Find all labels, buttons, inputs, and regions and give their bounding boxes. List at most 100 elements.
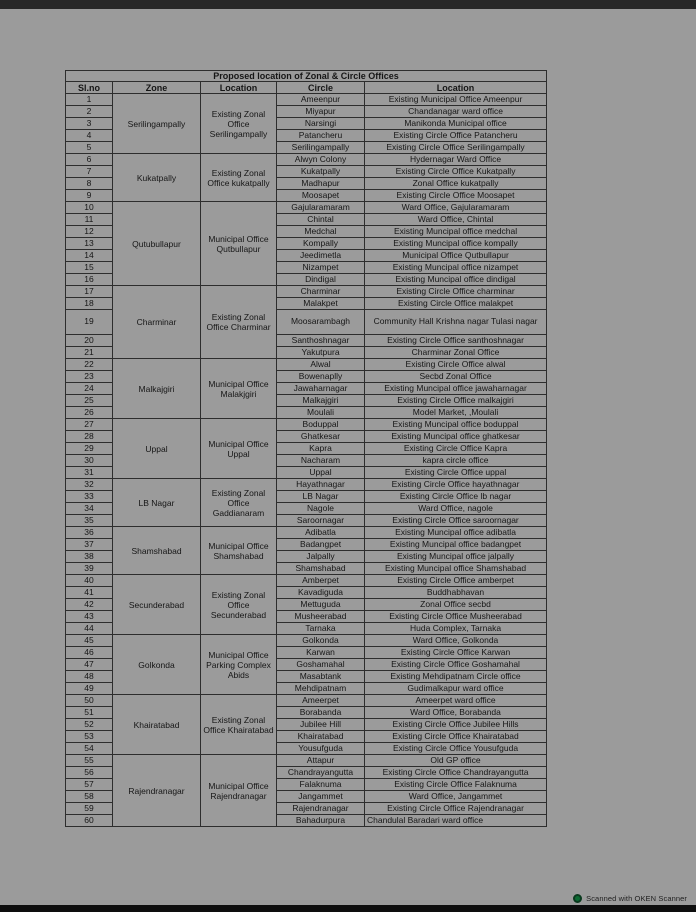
- table-row: 22 Malkajgiri Municipal Office Malakjgiri A…: [65, 358, 548, 420]
- sl-cell: 43: [65, 610, 113, 624]
- circle-location-cell: Existing Circle Office Goshamahal: [363, 658, 548, 672]
- circle-cell: Narsingi: [276, 117, 365, 131]
- circle-location-cell: Existing Circle Office malkajgiri: [363, 394, 548, 408]
- circle-location-cell: Gudimalkapur ward office: [363, 682, 548, 696]
- circle-cell: Masabtank: [276, 670, 365, 684]
- circle-location-cell: Existing Circle Office Moosapet: [363, 189, 548, 203]
- table-row: 32 LB Nagar Existing Zonal Office Gaddiana…: [65, 478, 548, 528]
- circle-location-cell: Existing Muncipal office jawaharnagar: [363, 382, 548, 396]
- zone-location-cell: Municipal Office Rajendranagar: [200, 754, 277, 828]
- zone-location-cell: Existing Zonal Office Serilingampally: [200, 93, 277, 155]
- circle-cell: Alwal: [276, 358, 365, 372]
- circle-cell: Mehdipatnam: [276, 682, 365, 696]
- sl-cell: 32: [65, 478, 113, 492]
- circle-cell: Badangpet: [276, 538, 365, 552]
- table-row: 11 Chintal Ward Office, Chintal: [65, 213, 548, 227]
- circle-cell: Miyapur: [276, 105, 365, 119]
- circle-location-cell: Charminar Zonal Office: [363, 346, 548, 360]
- circle-cell: Hayathnagar: [276, 478, 365, 492]
- circle-location-cell: Existing Circle Office uppal: [363, 466, 548, 480]
- table-row: 47 Goshamahal Existing Circle Office Gosha…: [65, 658, 548, 672]
- circle-cell: Yousufguda: [276, 742, 365, 756]
- sl-cell: 4: [65, 129, 113, 143]
- zone-cell: Khairatabad: [112, 694, 201, 756]
- table-head: Proposed location of Zonal & Circle Offi…: [64, 69, 548, 95]
- circle-location-cell: Existing Circle Office Khairatabad: [363, 730, 548, 744]
- table-row: 50 Khairatabad Existing Zonal Office Khair…: [65, 694, 548, 756]
- sl-cell: 28: [65, 430, 113, 444]
- zone-cell: Golkonda: [112, 634, 201, 696]
- sl-cell: 26: [65, 406, 113, 420]
- circle-cell: Khairatabad: [276, 730, 365, 744]
- zone-location-cell: Existing Zonal Office Secunderabad: [200, 574, 277, 636]
- circle-location-cell: Existing Muncipal office Shamshabad: [363, 562, 548, 576]
- circle-location-cell: Existing Circle Office Yousufguda: [363, 742, 548, 756]
- sl-cell: 12: [65, 225, 113, 239]
- table-row: 48 Masabtank Existing Mehdipatnam Circle o…: [65, 670, 548, 684]
- circle-cell: Ameenpur: [276, 93, 365, 107]
- sl-cell: 41: [65, 586, 113, 600]
- circle-location-cell: Existing Circle Office santhoshnagar: [363, 334, 548, 348]
- circle-cell: Saroornagar: [276, 514, 365, 528]
- sl-cell: 5: [65, 141, 113, 155]
- table-row: 36 Shamshabad Municipal Office Shamshabad A…: [65, 526, 548, 576]
- circle-cell: Yakutpura: [276, 346, 365, 360]
- circle-cell: Patancheru: [276, 129, 365, 143]
- circle-cell: Kavadiguda: [276, 586, 365, 600]
- circle-cell: Kukatpally: [276, 165, 365, 179]
- sl-cell: 60: [65, 814, 113, 828]
- sl-cell: 44: [65, 622, 113, 636]
- circle-cell: Goshamahal: [276, 658, 365, 672]
- table-row: 59 Rajendranagar Existing Circle Office Ra…: [65, 802, 548, 816]
- circle-location-cell: Manikonda Municipal office: [363, 117, 548, 131]
- circle-location-cell: Existing Circle Office Patancheru: [363, 129, 548, 143]
- table-row: 31 Uppal Existing Circle Office uppal: [65, 466, 548, 480]
- circle-cell: Nacharam: [276, 454, 365, 468]
- circle-location-cell: Zonal Office secbd: [363, 598, 548, 612]
- circle-cell: Amberpet: [276, 574, 365, 588]
- column-header: Location: [200, 81, 277, 95]
- sl-cell: 56: [65, 766, 113, 780]
- sl-cell: 24: [65, 382, 113, 396]
- sl-cell: 36: [65, 526, 113, 540]
- circle-location-cell: Secbd Zonal Office: [363, 370, 548, 384]
- circle-location-cell: Community Hall Krishna nagar Tulasi naga…: [363, 309, 548, 336]
- circle-location-cell: Existing Muncipal office kompally: [363, 237, 548, 251]
- circle-location-cell: Existing Circle Office Jubilee Hills: [363, 718, 548, 732]
- sl-cell: 40: [65, 574, 113, 588]
- sl-cell: 46: [65, 646, 113, 660]
- circle-location-cell: Buddhabhavan: [363, 586, 548, 600]
- circle-location-cell: Existing Muncipal office boduppal: [363, 418, 548, 432]
- sl-cell: 54: [65, 742, 113, 756]
- circle-cell: Moosapet: [276, 189, 365, 203]
- circle-cell: Malakpet: [276, 297, 365, 311]
- circle-location-cell: Ward Office, Gajularamaram: [363, 201, 548, 215]
- circle-cell: Charminar: [276, 285, 365, 299]
- circle-location-cell: Existing Circle Office Karwan: [363, 646, 548, 660]
- sl-cell: 7: [65, 165, 113, 179]
- circle-location-cell: Existing Circle Office Musheerabad: [363, 610, 548, 624]
- circle-location-cell: Existing Muncipal office ghatkesar: [363, 430, 548, 444]
- zone-cell: LB Nagar: [112, 478, 201, 528]
- table-row: 60 Bahadurpura Chandulal Baradari ward off…: [65, 814, 548, 828]
- circle-location-cell: Model Market, ,Moulali: [363, 406, 548, 420]
- sl-cell: 23: [65, 370, 113, 384]
- circle-cell: Chandrayangutta: [276, 766, 365, 780]
- circle-location-cell: Existing Mehdipatnam Circle office: [363, 670, 548, 684]
- table-row: 14 Jeedimetla Municipal Office Qutbullapur: [65, 249, 548, 263]
- zone-cell: Secunderabad: [112, 574, 201, 636]
- circle-location-cell: Existing Muncipal office adibatla: [363, 526, 548, 540]
- sl-cell: 30: [65, 454, 113, 468]
- zone-location-cell: Municipal Office Qutbullapur: [200, 201, 277, 287]
- circle-location-cell: Existing Muncipal office medchal: [363, 225, 548, 239]
- sl-cell: 47: [65, 658, 113, 672]
- zone-location-cell: Existing Zonal Office Khairatabad: [200, 694, 277, 756]
- table-row: 45 Golkonda Municipal Office Parking Compl…: [65, 634, 548, 696]
- circle-location-cell: Ward Office, Chintal: [363, 213, 548, 227]
- sl-cell: 8: [65, 177, 113, 191]
- sl-cell: 14: [65, 249, 113, 263]
- table-row: 23 Bowenaplly Secbd Zonal Office: [65, 370, 548, 384]
- table-row: 1 Serilingampally Existing Zonal Office Se…: [65, 93, 548, 155]
- sl-cell: 21: [65, 346, 113, 360]
- zone-location-cell: Existing Zonal Office Charminar: [200, 285, 277, 360]
